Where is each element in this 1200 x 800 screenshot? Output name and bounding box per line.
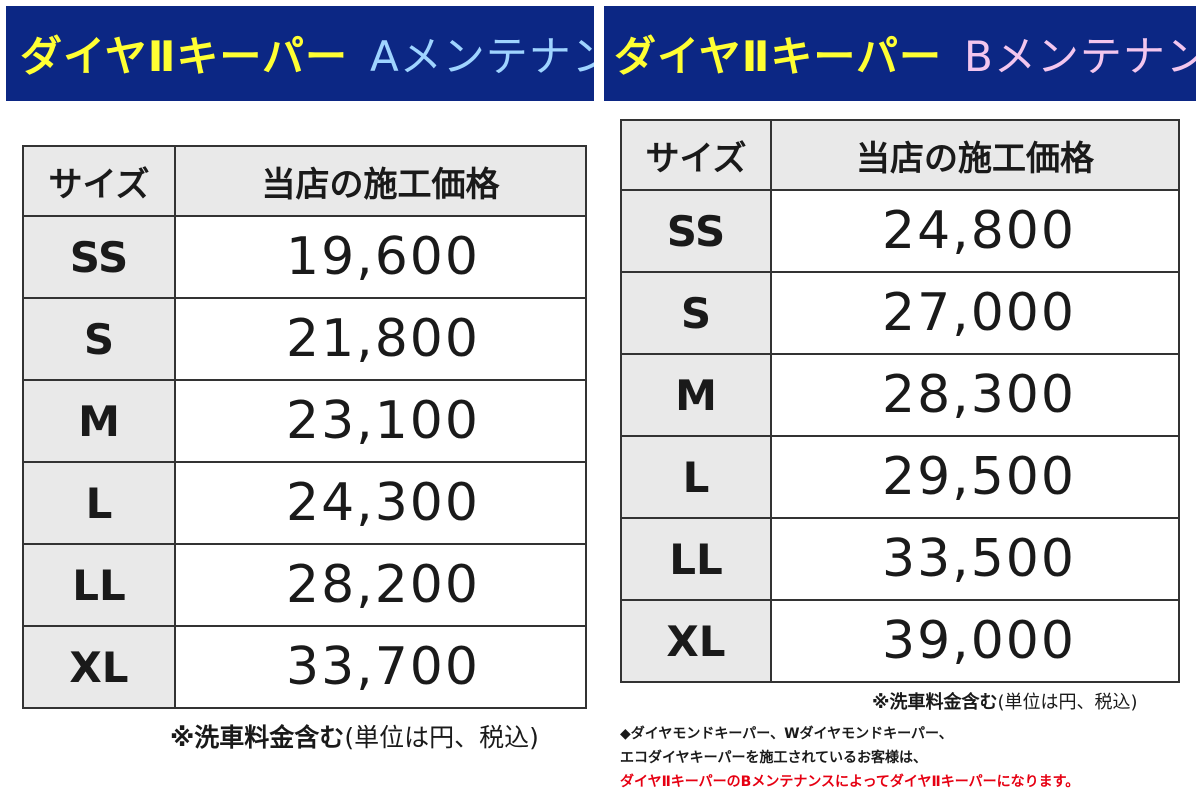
tax-note-b: ※洗車料金含む(単位は円、税込) [872,688,1138,714]
banner-a-main: ダイヤⅡキーパー [20,32,348,81]
size-cell: M [620,353,772,437]
table-header-row: サイズ 当店の施工価格 [620,119,1180,191]
price-cell: 33,500 [770,517,1180,601]
banner-b-suffix: Bメンテナンス [964,32,1196,81]
price-cell: 23,100 [174,379,587,463]
price-header: 当店の施工価格 [174,145,587,217]
banner-a-title: ダイヤⅡキーパー Aメンテナンス [6,6,594,101]
size-cell: XL [620,599,772,683]
table-row: LL 33,500 [620,517,1180,601]
price-table-b: サイズ 当店の施工価格 SS 24,800 S 27,000 M 28,300 … [620,119,1180,683]
size-cell: LL [620,517,772,601]
price-cell: 33,700 [174,625,587,709]
price-cell: 19,600 [174,215,587,299]
table-row: SS 24,800 [620,189,1180,273]
upgrade-notice-line-2: エコダイヤキーパーを施工されているお客様は、 [620,750,928,766]
upgrade-notice: ◆ダイヤモンドキーパー、Wダイヤモンドキーパー、 エコダイヤキーパーを施工されて… [620,722,1195,794]
price-cell: 24,300 [174,461,587,545]
tax-note-b-unit: (単位は円、税込) [997,692,1138,713]
table-row: XL 39,000 [620,599,1180,683]
size-header: サイズ [620,119,772,191]
price-cell: 29,500 [770,435,1180,519]
price-cell: 28,300 [770,353,1180,437]
price-cell: 21,800 [174,297,587,381]
tax-note-a: ※洗車料金含む(単位は円、税込) [170,718,590,754]
size-cell: XL [22,625,176,709]
banner-b-title: ダイヤⅡキーパー Bメンテナンス [604,6,1196,101]
tax-note-a-unit: (単位は円、税込) [344,723,539,752]
banner-b-main: ダイヤⅡキーパー [614,32,942,81]
table-row: LL 28,200 [22,543,587,627]
size-cell: SS [620,189,772,273]
table-row: SS 19,600 [22,215,587,299]
tax-note-a-bold: ※洗車料金含む [170,723,345,752]
size-cell: L [620,435,772,519]
table-row: L 29,500 [620,435,1180,519]
table-row: M 28,300 [620,353,1180,437]
price-cell: 24,800 [770,189,1180,273]
table-row: L 24,300 [22,461,587,545]
table-header-row: サイズ 当店の施工価格 [22,145,587,217]
upgrade-notice-line-3: ダイヤⅡキーパーのBメンテナンスによってダイヤⅡキーパーになります。 [620,774,1080,790]
size-cell: SS [22,215,176,299]
price-cell: 27,000 [770,271,1180,355]
banner-a-suffix: Aメンテナンス [370,32,594,81]
price-cell: 39,000 [770,599,1180,683]
table-row: S 27,000 [620,271,1180,355]
price-cell: 28,200 [174,543,587,627]
price-table-a: サイズ 当店の施工価格 SS 19,600 S 21,800 M 23,100 … [22,145,587,709]
size-cell: S [22,297,176,381]
tax-note-b-bold: ※洗車料金含む [872,692,998,713]
price-header: 当店の施工価格 [770,119,1180,191]
size-cell: LL [22,543,176,627]
table-row: XL 33,700 [22,625,587,709]
table-row: S 21,800 [22,297,587,381]
size-cell: M [22,379,176,463]
size-header: サイズ [22,145,176,217]
size-cell: L [22,461,176,545]
upgrade-notice-line-1: ◆ダイヤモンドキーパー、Wダイヤモンドキーパー、 [620,726,953,742]
table-row: M 23,100 [22,379,587,463]
size-cell: S [620,271,772,355]
